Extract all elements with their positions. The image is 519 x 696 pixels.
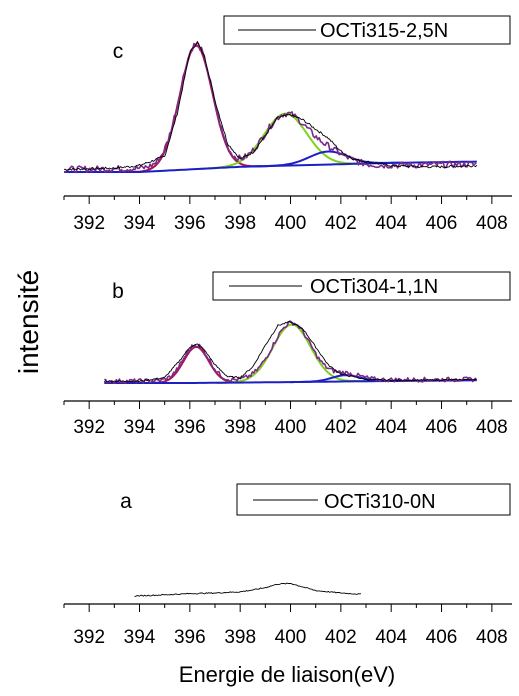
x-tick-label: 398: [224, 627, 256, 648]
panel-c: c OCTi315-2,5N 392 394 396 398 400 402 404 406 4…: [63, 15, 512, 234]
panel-b-measured-line: [103, 321, 477, 383]
x-tick-label: 408: [476, 213, 508, 234]
x-tick-label: 406: [426, 213, 458, 234]
panel-c-peak-line: [130, 44, 262, 173]
x-tick-label: 396: [174, 627, 206, 648]
x-tick-label: 402: [325, 213, 357, 234]
x-axis-title: Energie de liaison(eV): [179, 662, 395, 687]
panel-c-background-line: [64, 160, 477, 173]
x-tick-label: 392: [73, 213, 105, 234]
x-tick-label: 392: [73, 417, 105, 438]
panel-c-peak-line: [199, 112, 372, 170]
panel-c-legend-label: OCTi315-2,5N: [320, 20, 448, 42]
panel-b-peak-line: [216, 323, 368, 384]
x-tick-label: 408: [476, 417, 508, 438]
panel-b: b OCTi304-1,1N 392 394 396 398 400 402 404 406 4…: [63, 271, 512, 438]
x-tick-label: 400: [275, 213, 307, 234]
panel-c-noise_base-line: [63, 42, 477, 174]
x-tick-label: 392: [73, 627, 105, 648]
panel-b-peak-line: [145, 345, 247, 384]
panel-b-x-axis: 392 394 396 398 400 402 404 406 408: [63, 400, 512, 438]
panel-c-measured-line: [63, 41, 478, 171]
panel-a-legend-label: OCTi310-0N: [324, 491, 436, 513]
x-tick-label: 404: [375, 627, 407, 648]
panel-b-noise_base-line: [104, 320, 477, 385]
x-tick-label: 404: [375, 213, 407, 234]
x-tick-label: 396: [174, 213, 206, 234]
x-tick-label: 394: [124, 627, 156, 648]
x-tick-label: 400: [275, 627, 307, 648]
panel-b-legend: OCTi304-1,1N: [212, 271, 511, 301]
x-tick-label: 402: [325, 627, 357, 648]
x-tick-label: 396: [174, 417, 206, 438]
panel-c-letter: c: [113, 40, 124, 63]
x-tick-label: 394: [124, 417, 156, 438]
panel-b-legend-box: [212, 271, 511, 301]
panel-b-curves: [103, 320, 477, 385]
panel-a-x-axis: 392 394 396 398 400 402 404 406 408: [63, 603, 512, 648]
x-tick-label: 398: [224, 417, 256, 438]
x-tick-label: 400: [275, 417, 307, 438]
panel-c-curves: [63, 41, 478, 174]
y-axis-title: intensité: [13, 270, 44, 374]
x-tick-label: 402: [325, 417, 357, 438]
x-tick-label: 404: [375, 417, 407, 438]
panel-a: a OCTi310-0N 392 394 396 398 400 402 404 406 408: [63, 483, 512, 648]
x-tick-label: 394: [124, 213, 156, 234]
panel-a-measured-line: [134, 582, 362, 597]
panel-b-letter: b: [112, 280, 124, 303]
panel-a-letter: a: [120, 490, 132, 513]
panel-c-x-axis: 392 394 396 398 400 402 404 406 408: [63, 195, 512, 234]
x-tick-label: 406: [426, 417, 458, 438]
x-tick-label: 398: [224, 213, 256, 234]
panel-a-curves: [134, 582, 362, 597]
panel-c-legend: OCTi315-2,5N: [223, 15, 511, 45]
x-tick-label: 408: [476, 627, 508, 648]
panel-b-legend-label: OCTi304-1,1N: [310, 276, 438, 298]
panel-a-legend: OCTi310-0N: [236, 483, 511, 516]
x-tick-label: 406: [426, 627, 458, 648]
